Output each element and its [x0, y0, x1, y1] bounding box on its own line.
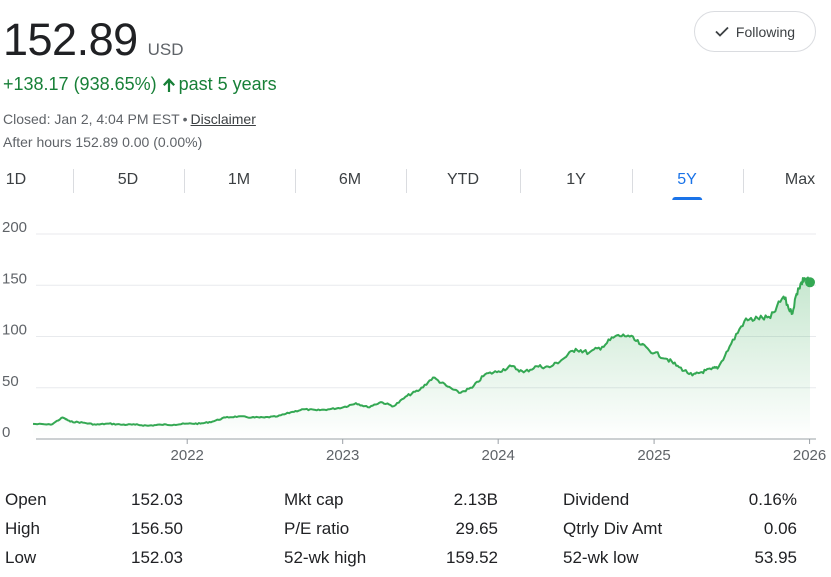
x-tick-label: 2023 [326, 447, 359, 464]
tab-divider [632, 169, 633, 193]
stats-row: High 156.50 P/E ratio 29.65 Qtrly Div Amt 0.0… [0, 519, 831, 549]
stat-label: Mkt cap [284, 490, 344, 509]
y-tick-label: 200 [2, 219, 27, 236]
y-tick-label: 0 [2, 424, 10, 441]
stat-label: High [5, 519, 40, 538]
tab-ytd[interactable]: YTD [447, 171, 479, 188]
tab-1y[interactable]: 1Y [566, 171, 586, 188]
price-change-row: +138.17 (938.65%) past 5 years [3, 74, 277, 95]
price-change: +138.17 (938.65%) [3, 74, 157, 94]
y-tick-label: 100 [2, 322, 27, 339]
tab-1m[interactable]: 1M [227, 171, 251, 188]
stat-value: 53.95 [754, 548, 797, 567]
y-tick-label: 150 [2, 270, 27, 287]
last-price-point [805, 277, 815, 288]
stat-label: Dividend [563, 490, 630, 509]
current-price: 152.89 [3, 14, 138, 65]
tab-5y[interactable]: 5Y [677, 164, 697, 198]
change-period: past 5 years [178, 74, 277, 94]
after-hours-change: 0.00 (0.00%) [122, 134, 203, 150]
stat-label: 52-wk low [563, 548, 639, 567]
separator-dot: • [182, 111, 188, 127]
stat-label: Qtrly Div Amt [563, 519, 663, 538]
arrow-up-icon [162, 77, 175, 92]
stat-label: Open [5, 490, 47, 509]
tab-divider [184, 169, 185, 193]
stats-row: Low 152.03 52-wk high 159.52 52-wk low 53.95 [0, 548, 831, 577]
price-chart[interactable]: 0 50 100 150 200 2022 2023 2024 2025 2026 [0, 218, 831, 473]
series-area [33, 277, 810, 439]
stat-value: 0.16% [748, 490, 797, 509]
tab-divider [295, 169, 296, 193]
after-hours-price: After hours 152.89 [3, 134, 119, 150]
stats-row: Open 152.03 Mkt cap 2.13B Dividend 0.16% [0, 490, 831, 520]
market-status: Closed: Jan 2, 4:04 PM EST • Disclaimer [3, 111, 256, 127]
following-button[interactable]: Following [694, 11, 816, 52]
x-tick-label: 2022 [171, 447, 204, 464]
x-tick-label: 2025 [637, 447, 670, 464]
tab-divider [743, 169, 744, 193]
disclaimer-link[interactable]: Disclaimer [190, 111, 256, 127]
y-tick-label: 50 [2, 373, 19, 390]
stat-label: Low [5, 548, 37, 567]
tab-divider [406, 169, 407, 193]
tab-max[interactable]: Max [784, 171, 816, 188]
stat-value: 156.50 [131, 519, 183, 538]
following-label: Following [735, 23, 796, 40]
range-tabs: 1D 5D 1M 6M YTD 1Y 5Y Max [0, 164, 831, 198]
check-icon [715, 24, 729, 40]
tab-5d[interactable]: 5D [117, 171, 139, 188]
stat-label: 52-wk high [284, 548, 367, 567]
series-line [32, 276, 811, 427]
tab-divider [520, 169, 521, 193]
tab-1d[interactable]: 1D [5, 171, 27, 188]
closed-time: Closed: Jan 2, 4:04 PM EST [3, 111, 180, 127]
currency-label: USD [147, 40, 184, 59]
stat-value: 2.13B [453, 490, 498, 509]
tab-6m[interactable]: 6M [338, 171, 362, 188]
price-header: 152.89 USD [3, 14, 184, 66]
stat-value: 159.52 [446, 548, 498, 567]
after-hours: After hours 152.89 0.00 (0.00%) [3, 134, 202, 150]
tab-divider [73, 169, 74, 193]
stat-label: P/E ratio [284, 519, 350, 538]
stat-value: 29.65 [455, 519, 498, 538]
x-tick-label: 2026 [793, 447, 826, 464]
stat-value: 152.03 [131, 548, 183, 567]
stat-value: 152.03 [131, 490, 183, 509]
stat-value: 0.06 [763, 519, 797, 538]
x-tick-label: 2024 [481, 447, 514, 464]
